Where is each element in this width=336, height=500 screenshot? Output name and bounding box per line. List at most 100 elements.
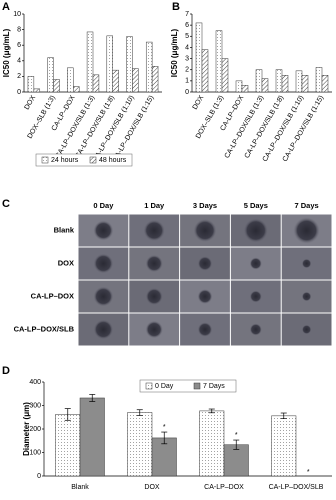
y-tick-label: 7 (185, 11, 189, 18)
bar (271, 415, 297, 477)
bar (199, 410, 225, 477)
bar (33, 88, 41, 93)
y-tick-label: 5 (185, 33, 189, 40)
significance-mark: * (235, 432, 238, 439)
x-tick-label: CA-LP–DOX/SLB (1:8) (244, 94, 286, 159)
spheroid (197, 322, 213, 337)
y-tick-label: 1 (185, 78, 189, 85)
bar (215, 30, 223, 93)
legend-swatch (145, 382, 153, 390)
panel-label: A (2, 1, 10, 13)
y-tick-label: 0 (37, 473, 41, 480)
y-axis-label: IC50 (μg/mL) (170, 28, 179, 77)
bar (315, 67, 323, 93)
x-tick-label: CA-LP–DOX/SLB (1:3) (224, 94, 266, 159)
legend-swatch (193, 382, 201, 390)
spheroid (301, 324, 312, 335)
bar (47, 57, 54, 93)
y-tick-label: 0 (185, 89, 189, 96)
spheroid (197, 289, 213, 304)
legend-box (35, 153, 133, 167)
row-label: CA-LP–DOX (31, 291, 74, 300)
row-label: DOX (58, 258, 74, 267)
bar (261, 78, 269, 93)
x-tick-label: CA-LP–DOX/SLB (1:15) (282, 94, 326, 163)
legend-label: 48 hours (99, 157, 127, 164)
x-tick-label: CA-LP–DOX (204, 484, 244, 491)
bar (301, 75, 309, 93)
panel-label: C (2, 198, 10, 210)
column-header: 3 Days (193, 201, 217, 210)
bar (86, 31, 94, 93)
bar (295, 70, 303, 93)
bar (255, 69, 263, 93)
bar (241, 85, 249, 93)
bar (132, 68, 139, 93)
bar (126, 36, 133, 93)
x-tick-label: CA-LP–DOX/SLB (1:15) (112, 94, 156, 163)
significance-mark: * (163, 424, 166, 431)
column-header: 7 Days (295, 201, 319, 210)
y-tick-label: 200 (29, 426, 41, 433)
bar (223, 444, 249, 477)
panel-label: B (172, 1, 180, 13)
spheroid (249, 323, 262, 336)
y-tick-label: 6 (17, 42, 21, 49)
row-label: Blank (54, 225, 75, 234)
bar (27, 76, 35, 93)
bar (55, 414, 81, 477)
significance-mark: * (307, 469, 310, 476)
bar (145, 41, 153, 93)
spheroid (301, 258, 312, 269)
spheroid (243, 218, 269, 243)
spheroid (93, 220, 114, 241)
row-label: CA-LP–DOX/SLB (14, 324, 75, 333)
x-tick-label: CA-LP–DOX/SLB (269, 484, 324, 491)
y-axis-label: Diameter (μm) (22, 402, 31, 456)
legend-label: 7 Days (203, 383, 225, 390)
spheroid (93, 319, 114, 340)
x-tick-label: DOX (144, 484, 160, 491)
y-tick-label: 10 (13, 11, 21, 18)
bar (151, 66, 159, 93)
y-tick-label: 100 (29, 449, 41, 456)
y-tick-label: 3 (185, 55, 189, 62)
bar (195, 22, 203, 93)
legend-label: 24 hours (51, 157, 79, 164)
bar (53, 79, 60, 93)
bar (73, 86, 80, 93)
x-tick-label: Blank (71, 484, 89, 491)
column-header: 5 Days (244, 201, 268, 210)
y-tick-label: 300 (29, 402, 41, 409)
spheroid (249, 257, 262, 270)
spheroid (197, 256, 213, 271)
column-header: 0 Day (93, 201, 114, 210)
bar (127, 412, 153, 477)
spheroid (145, 320, 163, 339)
bar (67, 67, 74, 93)
y-tick-label: 400 (29, 379, 41, 386)
y-tick-label: 8 (17, 26, 21, 33)
x-tick-label: DOX (24, 94, 38, 111)
spheroid (145, 287, 163, 306)
panel-label: D (2, 365, 10, 377)
column-header: 1 Day (144, 201, 165, 210)
bar (281, 75, 289, 93)
bar (275, 69, 283, 93)
spheroid (293, 217, 320, 244)
x-tick-label: DOX (192, 94, 206, 111)
y-tick-label: 2 (17, 73, 21, 80)
bar (92, 74, 100, 93)
y-tick-label: 2 (185, 67, 189, 74)
legend-label: 0 Day (155, 383, 174, 390)
spheroid (193, 218, 217, 243)
bar (151, 437, 177, 477)
bar (201, 49, 209, 93)
spheroid (93, 253, 114, 274)
bar (221, 58, 229, 93)
bar (112, 69, 119, 93)
y-tick-label: 0 (17, 89, 21, 96)
y-tick-label: 4 (17, 58, 21, 65)
legend-swatch (41, 156, 49, 164)
